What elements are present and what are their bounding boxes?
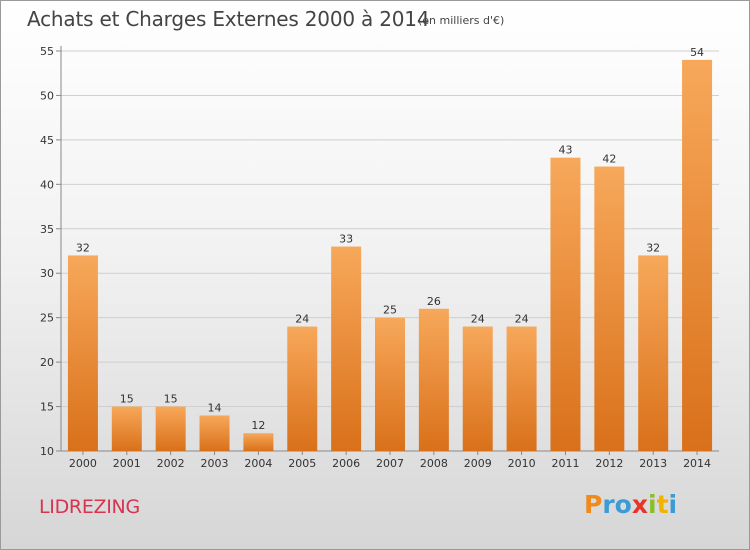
data-label: 32 — [76, 241, 90, 254]
data-label: 42 — [602, 153, 616, 166]
y-tick-label: 15 — [40, 401, 54, 414]
x-tick-label: 2009 — [464, 457, 492, 470]
data-label: 25 — [383, 304, 397, 317]
data-label: 24 — [515, 313, 529, 326]
y-tick-label: 20 — [40, 356, 54, 369]
chart-subtitle: (en milliers d'€) — [418, 14, 505, 27]
bar-2011 — [550, 157, 581, 451]
logo-letter: i — [648, 490, 657, 519]
bar-2004 — [243, 433, 274, 451]
data-label: 24 — [295, 313, 309, 326]
data-label: 15 — [120, 393, 134, 406]
y-tick-label: 55 — [40, 45, 54, 58]
x-tick-label: 2013 — [639, 457, 667, 470]
logo-letter: o — [614, 490, 632, 519]
logo-letter: x — [631, 490, 648, 519]
data-label: 24 — [471, 313, 485, 326]
x-tick-label: 2004 — [244, 457, 272, 470]
commune-name: LIDREZING — [39, 496, 140, 518]
x-tick-label: 2006 — [332, 457, 360, 470]
y-tick-label: 40 — [40, 178, 54, 191]
x-tick-label: 2005 — [288, 457, 316, 470]
proxiti-logo: Proxiti — [584, 490, 677, 519]
y-tick-label: 30 — [40, 267, 54, 280]
bar-2012 — [594, 166, 625, 452]
x-tick-label: 2012 — [595, 457, 623, 470]
labels: 10 15 20 25 30 35 40 45 50 55 32 2000 15 2001 15 2002 14… — [40, 45, 711, 470]
y-tick-label: 50 — [40, 89, 54, 102]
bar-2007 — [375, 317, 405, 451]
x-tick-label: 2007 — [376, 457, 404, 470]
data-label: 32 — [646, 241, 660, 254]
y-tick-label: 25 — [40, 312, 54, 325]
x-tick-label: 2008 — [420, 457, 448, 470]
bar-2013 — [638, 255, 669, 451]
y-tick-label: 10 — [40, 445, 54, 458]
data-label: 26 — [427, 295, 441, 308]
logo-letter: t — [656, 490, 669, 519]
chart-title: Achats et Charges Externes 2000 à 2014 — [27, 7, 430, 31]
data-label: 12 — [251, 419, 265, 432]
y-tick-label: 45 — [40, 134, 54, 147]
data-label: 54 — [690, 46, 704, 59]
bar-2005 — [287, 326, 318, 451]
x-tick-label: 2011 — [551, 457, 579, 470]
data-label: 43 — [558, 144, 572, 157]
bar-2006 — [331, 246, 362, 451]
x-tick-label: 2014 — [683, 457, 711, 470]
x-tick-label: 2001 — [113, 457, 141, 470]
bars — [67, 59, 713, 452]
bar-2010 — [506, 326, 537, 451]
bar-2001 — [111, 406, 142, 451]
bar-2003 — [199, 415, 230, 451]
logo-letter: r — [602, 490, 615, 519]
x-tick-label: 2010 — [508, 457, 536, 470]
x-tick-label: 2002 — [157, 457, 185, 470]
bar-2014 — [682, 59, 713, 452]
x-tick-label: 2000 — [69, 457, 97, 470]
bar-2000 — [67, 255, 98, 451]
bar-2009 — [462, 326, 493, 451]
data-label: 15 — [164, 393, 178, 406]
logo-letter: i — [668, 490, 678, 519]
data-label: 14 — [208, 401, 222, 414]
data-label: 33 — [339, 233, 353, 246]
bar-2002 — [155, 406, 186, 451]
bar-2008 — [418, 308, 449, 451]
y-tick-label: 35 — [40, 223, 54, 236]
logo-letter: P — [584, 490, 603, 519]
x-tick-label: 2003 — [201, 457, 229, 470]
